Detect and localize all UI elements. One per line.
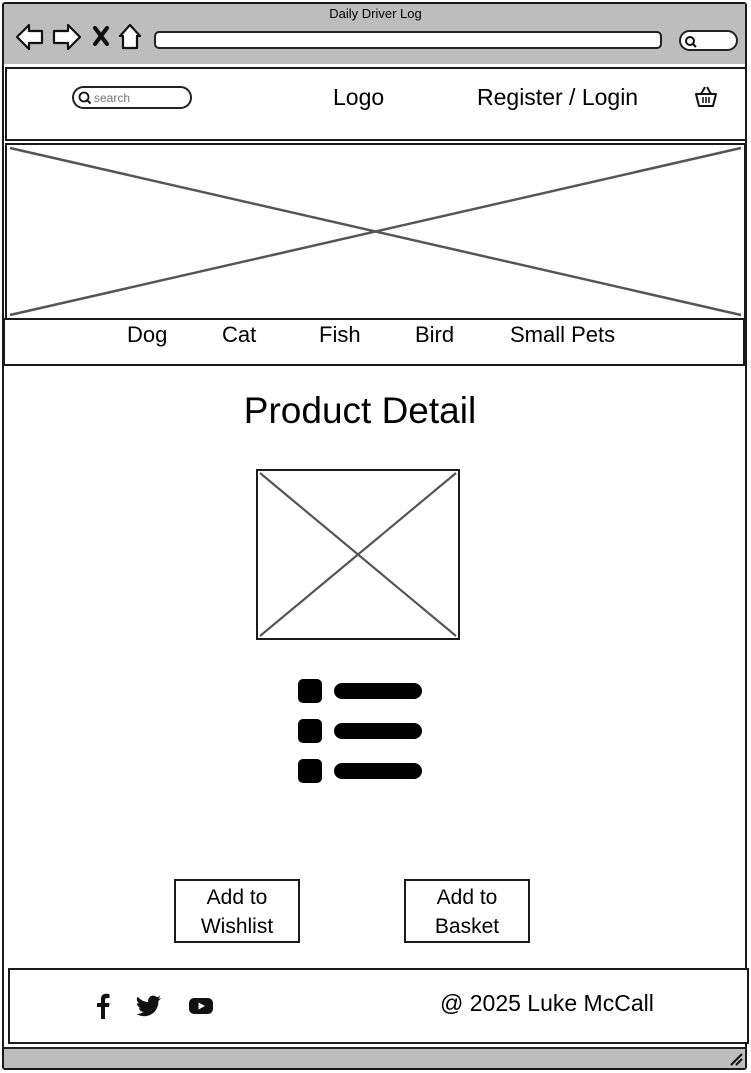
wishlist-label-line2: Wishlist: [200, 915, 274, 938]
nav-item-fish[interactable]: Fish: [319, 322, 361, 347]
category-nav: [3, 318, 745, 366]
home-icon[interactable]: [118, 23, 142, 50]
list-item-placeholder: [334, 683, 422, 699]
back-icon[interactable]: [15, 23, 44, 51]
forward-icon[interactable]: [52, 23, 82, 51]
window-title: Daily Driver Log: [329, 6, 422, 21]
register-login-link[interactable]: Register / Login: [477, 84, 639, 110]
basket-label-line2: Basket: [434, 915, 500, 938]
basket-icon[interactable]: [694, 85, 718, 109]
resize-handle-icon[interactable]: [728, 1051, 744, 1067]
address-bar[interactable]: [154, 31, 662, 49]
list-bullet: [298, 759, 322, 783]
wishlist-label-line1: Add to: [206, 886, 268, 909]
facebook-icon[interactable]: [96, 993, 110, 1019]
nav-item-small-pets[interactable]: Small Pets: [510, 322, 616, 347]
youtube-icon[interactable]: [188, 996, 214, 1016]
list-item-placeholder: [334, 723, 422, 739]
close-icon[interactable]: [93, 26, 109, 46]
list-bullet: [298, 679, 322, 703]
hero-image-placeholder: [5, 143, 746, 320]
add-to-wishlist-button[interactable]: Add to Wishlist: [174, 879, 300, 943]
list-item-placeholder: [334, 763, 422, 779]
status-bar: [4, 1047, 745, 1068]
search-icon: [78, 91, 92, 105]
placeholder-cross: [259, 472, 457, 637]
browser-search-box[interactable]: [679, 30, 738, 51]
nav-item-dog[interactable]: Dog: [127, 322, 168, 347]
add-to-basket-button[interactable]: Add to Basket: [404, 879, 530, 943]
nav-item-cat[interactable]: Cat: [222, 322, 257, 347]
placeholder-cross: [9, 146, 742, 317]
search-input[interactable]: [72, 86, 192, 109]
product-image-placeholder: [256, 469, 460, 640]
page-title: Product Detail: [243, 390, 477, 431]
list-bullet: [298, 719, 322, 743]
search-icon: [685, 36, 697, 48]
site-footer: [8, 968, 749, 1044]
logo[interactable]: Logo: [333, 84, 385, 110]
basket-label-line1: Add to: [436, 886, 498, 909]
nav-item-bird[interactable]: Bird: [415, 322, 455, 347]
twitter-icon[interactable]: [136, 995, 162, 1017]
browser-nav-icons: [15, 23, 142, 51]
copyright-text: @ 2025 Luke McCall: [440, 990, 654, 1016]
product-detail-list: [297, 679, 427, 784]
